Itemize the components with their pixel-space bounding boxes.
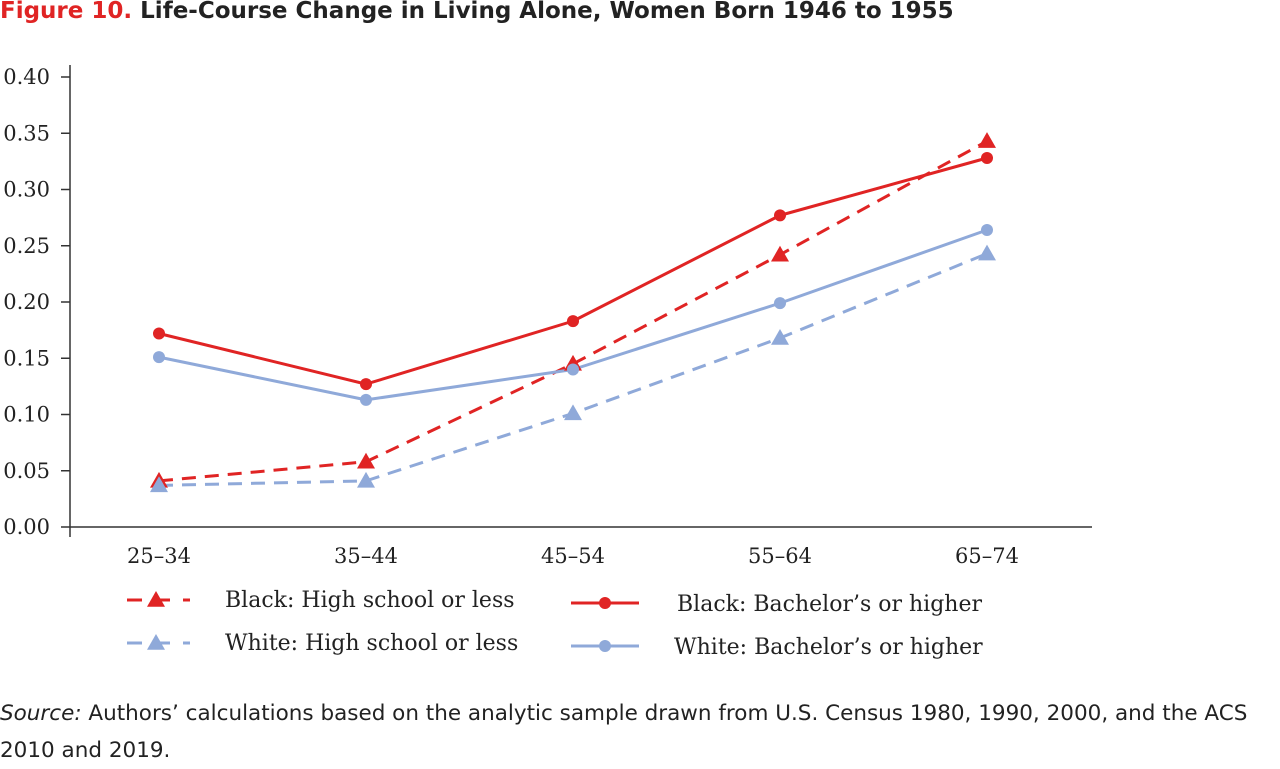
data-point-circle [774,209,786,222]
legend-marker-triangle [147,634,165,650]
chart-series-markers [150,132,996,493]
data-point-circle [153,351,165,364]
y-tick-label: 0.30 [3,178,50,202]
data-point-triangle [978,132,996,148]
data-point-circle [774,297,786,310]
chart-series-lines [158,139,988,487]
legend-label: White: High school or less [225,631,518,656]
source-note: Source: Authors’ calculations based on t… [0,695,1280,769]
line-chart: 0.00 0.05 0.10 0.15 0.20 0.25 0.30 0.35 0.40 25–3… [3,65,1092,660]
data-point-circle [981,224,993,236]
y-tick-label: 0.10 [3,403,50,427]
legend-label: Black: High school or less [225,588,515,613]
legend-label: Black: Bachelor’s or higher [677,592,982,617]
legend-marker-circle [599,597,611,609]
y-tick-label: 0.05 [3,459,50,483]
data-point-triangle [771,329,789,345]
x-tick-label: 35–44 [334,544,398,568]
series-line [158,139,988,483]
data-point-circle [567,363,579,376]
legend-marker-circle [599,640,611,652]
chart-axes: 0.00 0.05 0.10 0.15 0.20 0.25 0.30 0.35 0.40 25–3… [3,65,1092,568]
x-tick-label: 65–74 [955,544,1019,568]
data-point-triangle [978,244,996,261]
source-text: Authors’ calculations based on the analy… [0,701,1248,763]
y-tick-label: 0.35 [3,121,50,145]
data-point-circle [153,327,165,340]
figure-number-label: Figure 10. [0,0,133,24]
legend-item: Black: Bachelor’s or higher [571,592,982,617]
y-tick-label: 0.25 [3,234,50,258]
data-point-circle [567,315,579,328]
source-label: Source: [0,701,82,726]
data-point-circle [360,378,372,391]
data-point-circle [360,393,372,406]
y-tick-label: 0.40 [3,65,50,89]
x-tick-label: 45–54 [541,544,605,568]
data-point-circle [981,152,993,164]
y-tick-label: 0.15 [3,346,50,370]
data-point-triangle [564,404,582,421]
figure-title-text: Life-Course Change in Living Alone, Wome… [140,0,954,24]
legend-label: White: Bachelor’s or higher [674,635,983,660]
chart-title: Figure 10. Life-Course Change in Living … [0,0,954,24]
y-tick-label: 0.20 [3,290,50,314]
legend-item: Black: High school or less [127,588,515,613]
data-point-triangle [150,476,168,493]
data-point-triangle [357,471,375,488]
x-tick-label: 55–64 [748,544,812,568]
legend-item: White: High school or less [127,631,518,656]
data-point-triangle [771,245,789,262]
data-point-triangle [357,452,375,469]
chart-legend: Black: High school or less White: High sc… [127,588,983,660]
y-tick-label: 0.00 [3,515,50,539]
legend-marker-triangle [147,591,165,607]
legend-item: White: Bachelor’s or higher [571,635,983,660]
series-line [158,156,988,386]
x-tick-label: 25–34 [127,544,191,568]
